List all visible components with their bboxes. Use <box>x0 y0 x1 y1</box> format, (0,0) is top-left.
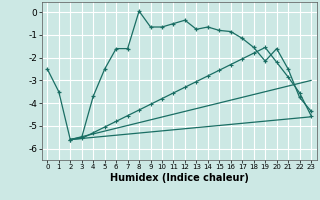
X-axis label: Humidex (Indice chaleur): Humidex (Indice chaleur) <box>110 173 249 183</box>
